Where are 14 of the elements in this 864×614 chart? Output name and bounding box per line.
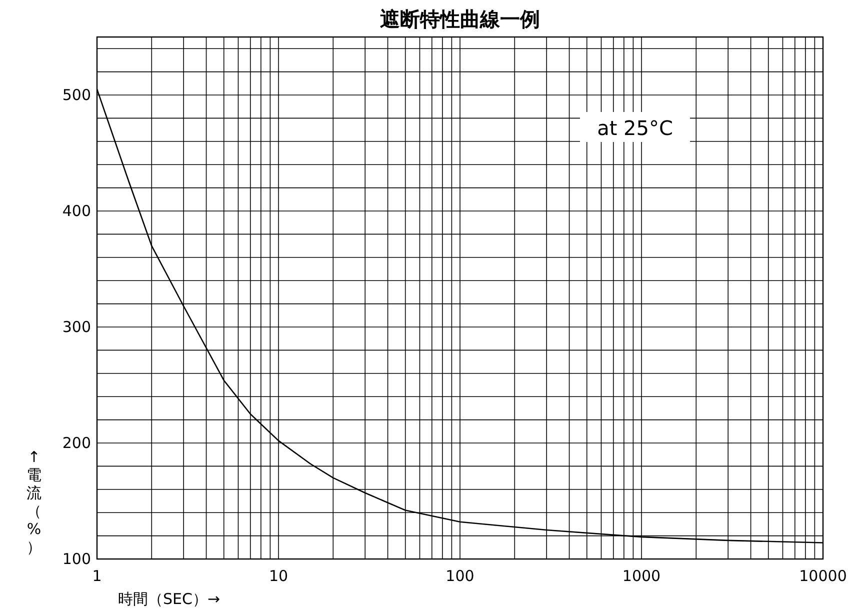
x-tick-label: 1000 (622, 567, 661, 585)
x-tick-label: 10 (268, 567, 288, 585)
x-tick-label: 100 (446, 567, 474, 585)
y-axis-title: ↑電流（%） (26, 448, 42, 556)
x-tick-label: 1 (92, 567, 102, 585)
y-tick-label: 500 (62, 86, 91, 104)
y-tick-label: 100 (62, 550, 91, 568)
x-tick-label: 10000 (799, 567, 847, 585)
annotation: at 25°C (597, 116, 673, 140)
chart-title: 遮断特性曲線一例 (380, 7, 540, 31)
y-tick-label: 200 (62, 434, 91, 452)
y-tick-label: 300 (62, 318, 91, 336)
x-axis-title: 時間（SEC）→ (118, 590, 220, 608)
y-tick-label: 400 (62, 202, 91, 220)
